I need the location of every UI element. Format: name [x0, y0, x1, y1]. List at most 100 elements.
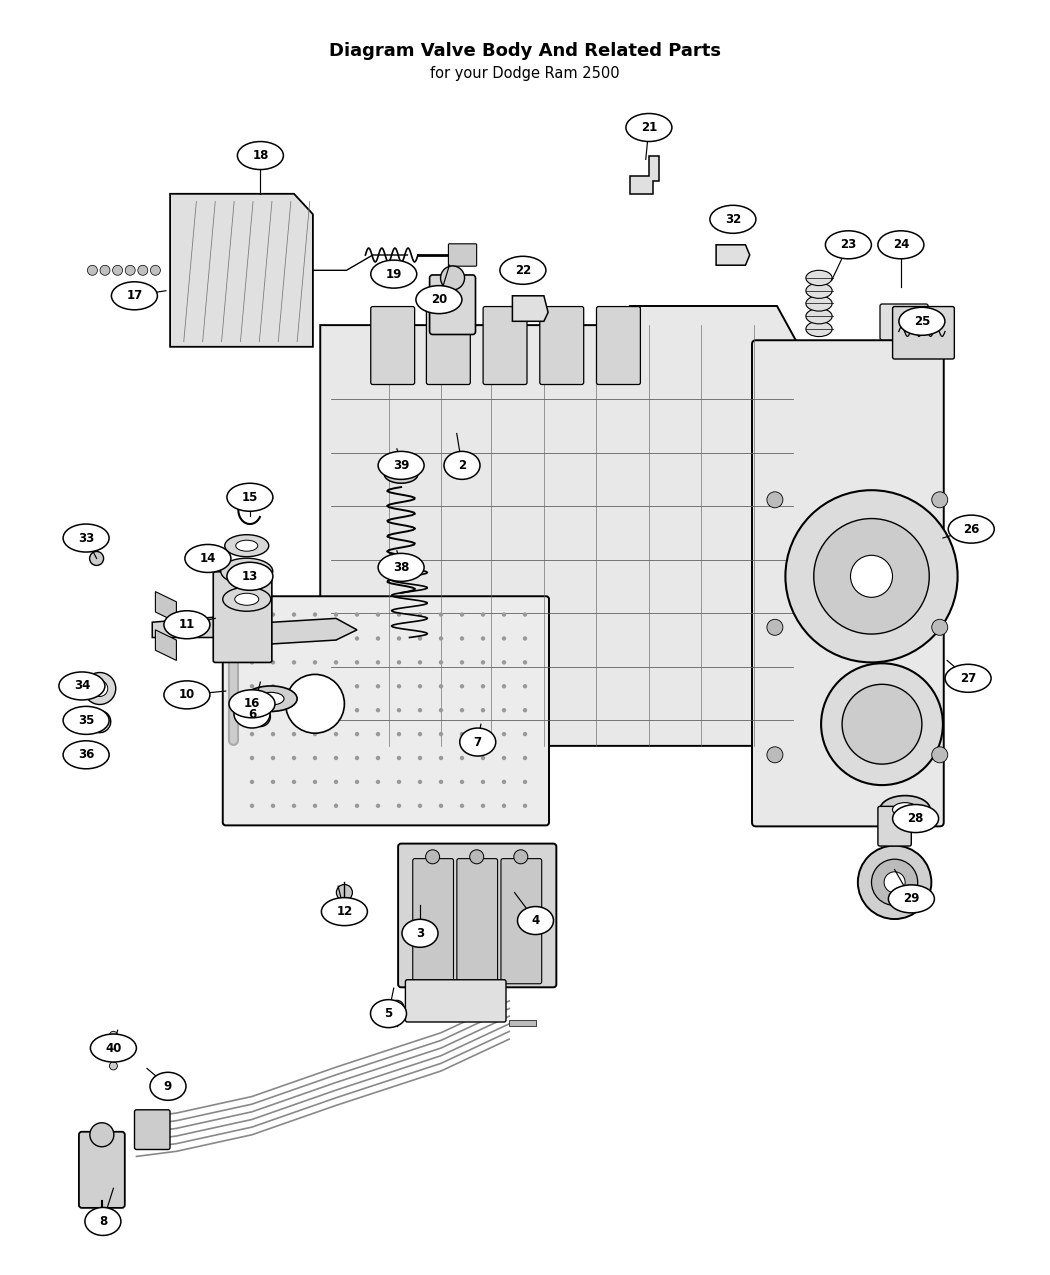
FancyBboxPatch shape	[405, 979, 506, 1023]
Ellipse shape	[825, 231, 872, 259]
Ellipse shape	[321, 898, 368, 926]
Text: 17: 17	[126, 289, 143, 302]
Text: 32: 32	[724, 213, 741, 226]
Circle shape	[376, 756, 380, 760]
Circle shape	[931, 492, 948, 507]
FancyBboxPatch shape	[540, 306, 584, 385]
Ellipse shape	[806, 309, 832, 324]
Circle shape	[481, 803, 485, 808]
Circle shape	[292, 636, 296, 640]
Circle shape	[125, 265, 135, 275]
Polygon shape	[716, 245, 750, 265]
Circle shape	[313, 732, 317, 736]
Polygon shape	[512, 296, 548, 321]
FancyBboxPatch shape	[457, 858, 498, 984]
Circle shape	[460, 803, 464, 808]
Text: 9: 9	[164, 1080, 172, 1093]
Text: 15: 15	[242, 491, 258, 504]
Circle shape	[481, 660, 485, 664]
Circle shape	[313, 780, 317, 784]
FancyBboxPatch shape	[134, 1109, 170, 1150]
Circle shape	[355, 660, 359, 664]
Circle shape	[271, 612, 275, 617]
Text: 16: 16	[244, 697, 260, 710]
Circle shape	[313, 612, 317, 617]
Circle shape	[112, 265, 123, 275]
Text: 23: 23	[840, 238, 857, 251]
Circle shape	[376, 803, 380, 808]
FancyBboxPatch shape	[752, 340, 944, 826]
Text: 36: 36	[78, 748, 94, 761]
Circle shape	[523, 803, 527, 808]
Circle shape	[313, 636, 317, 640]
Circle shape	[523, 756, 527, 760]
Text: 7: 7	[474, 736, 482, 748]
Text: 34: 34	[74, 680, 90, 692]
FancyBboxPatch shape	[413, 858, 454, 984]
Circle shape	[425, 850, 440, 863]
Circle shape	[292, 732, 296, 736]
Circle shape	[250, 636, 254, 640]
Circle shape	[418, 708, 422, 713]
Ellipse shape	[111, 282, 158, 310]
Circle shape	[376, 780, 380, 784]
Text: 26: 26	[963, 523, 980, 536]
Circle shape	[271, 660, 275, 664]
Circle shape	[271, 756, 275, 760]
Circle shape	[390, 1001, 404, 1014]
Circle shape	[355, 612, 359, 617]
Ellipse shape	[90, 1034, 136, 1062]
Circle shape	[355, 732, 359, 736]
Circle shape	[397, 660, 401, 664]
Circle shape	[460, 708, 464, 713]
Text: 3: 3	[416, 927, 424, 940]
Circle shape	[481, 708, 485, 713]
Ellipse shape	[63, 741, 109, 769]
Circle shape	[313, 708, 317, 713]
Ellipse shape	[85, 1207, 121, 1235]
Ellipse shape	[806, 270, 832, 286]
Circle shape	[397, 685, 401, 689]
Polygon shape	[509, 1020, 536, 1026]
Circle shape	[336, 885, 353, 900]
Circle shape	[418, 756, 422, 760]
Circle shape	[94, 717, 105, 727]
Ellipse shape	[150, 1072, 186, 1100]
Circle shape	[355, 780, 359, 784]
Circle shape	[523, 708, 527, 713]
Circle shape	[523, 636, 527, 640]
Ellipse shape	[63, 524, 109, 552]
Circle shape	[931, 620, 948, 635]
Ellipse shape	[626, 113, 672, 142]
Ellipse shape	[806, 296, 832, 311]
Text: 14: 14	[200, 552, 216, 565]
Text: 24: 24	[892, 238, 909, 251]
Ellipse shape	[164, 611, 210, 639]
Circle shape	[502, 685, 506, 689]
Circle shape	[785, 490, 958, 663]
Ellipse shape	[371, 260, 417, 288]
Text: 19: 19	[385, 268, 402, 280]
Circle shape	[313, 756, 317, 760]
Circle shape	[460, 612, 464, 617]
Ellipse shape	[806, 321, 832, 337]
Text: 22: 22	[514, 264, 531, 277]
FancyBboxPatch shape	[371, 306, 415, 385]
Circle shape	[334, 732, 338, 736]
Circle shape	[100, 265, 110, 275]
Circle shape	[250, 660, 254, 664]
Ellipse shape	[237, 142, 284, 170]
FancyBboxPatch shape	[448, 244, 477, 266]
Circle shape	[481, 756, 485, 760]
Circle shape	[355, 803, 359, 808]
Circle shape	[376, 660, 380, 664]
Circle shape	[250, 803, 254, 808]
Circle shape	[292, 756, 296, 760]
Text: 40: 40	[105, 1042, 122, 1054]
Ellipse shape	[235, 593, 258, 606]
Text: 20: 20	[430, 293, 447, 306]
FancyBboxPatch shape	[429, 275, 476, 334]
Circle shape	[766, 747, 783, 762]
Ellipse shape	[878, 231, 924, 259]
Circle shape	[250, 706, 271, 727]
